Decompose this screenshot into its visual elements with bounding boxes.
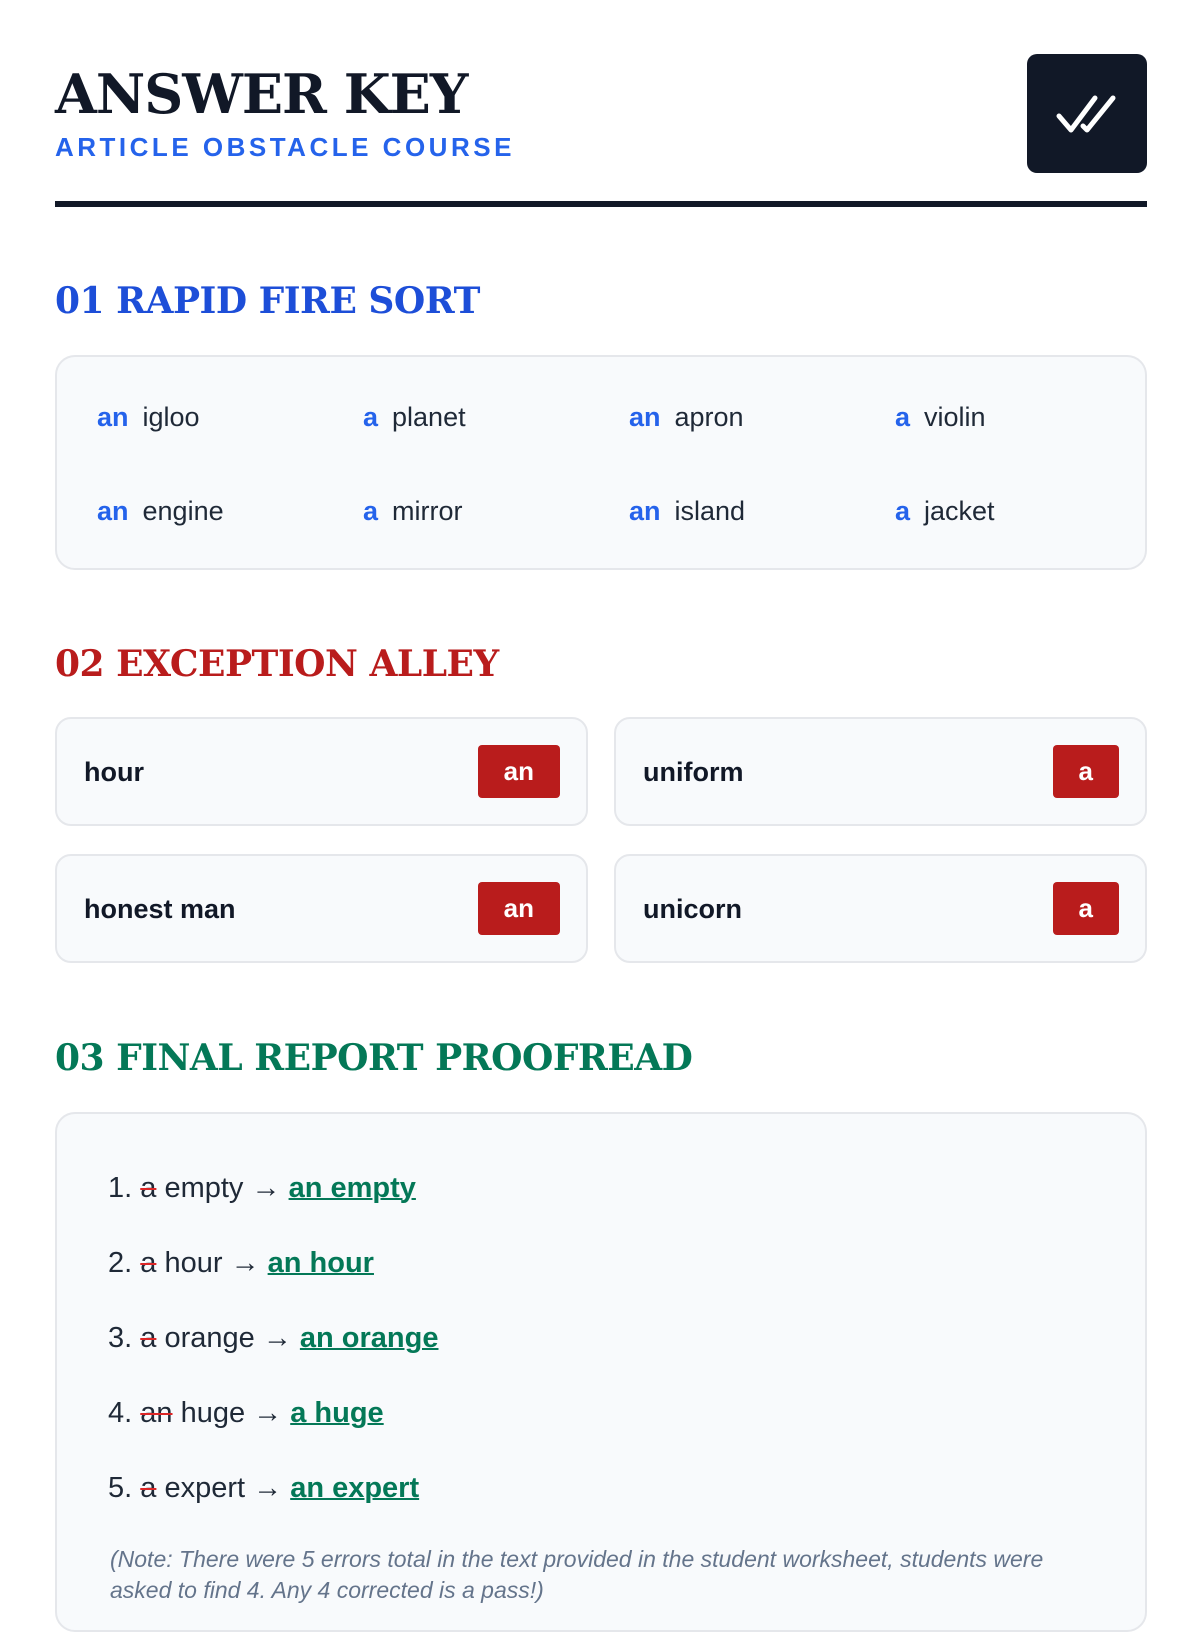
item-word: huge: [180, 1397, 246, 1429]
sort-item: an island: [629, 496, 745, 527]
article: a: [363, 402, 379, 432]
noun: planet: [392, 402, 466, 432]
item-number: 1.: [108, 1172, 133, 1204]
wrong-article: a: [140, 1247, 157, 1279]
correction-item: 4. an huge → a huge: [108, 1397, 384, 1430]
corrected-phrase: an hour: [267, 1247, 374, 1279]
section-heading-rapid-fire: 01 RAPID FIRE SORT: [55, 280, 480, 322]
noun: violin: [924, 402, 986, 432]
correction-item: 2. a hour → an hour: [108, 1247, 374, 1280]
double-check-icon: [1056, 95, 1116, 132]
item-word: expert: [164, 1472, 246, 1504]
proofread-panel: [55, 1112, 1147, 1632]
sort-item: an apron: [629, 402, 744, 433]
article: a: [895, 496, 911, 526]
rapid-fire-panel: an igloo a planet an apron a violin an engine a mir…: [55, 355, 1147, 570]
item-number: 3.: [108, 1322, 133, 1354]
corrected-phrase: an empty: [288, 1172, 416, 1204]
wrong-article: a: [140, 1172, 157, 1204]
correction-item: 5. a expert → an expert: [108, 1472, 419, 1505]
article: an: [97, 402, 129, 432]
article: an: [629, 496, 661, 526]
item-word: orange: [164, 1322, 255, 1354]
answer-key-badge: [1027, 54, 1147, 173]
sort-item: a mirror: [363, 496, 463, 527]
exception-card: hour an: [55, 717, 588, 826]
sort-item: a violin: [895, 402, 986, 433]
exception-word: unicorn: [643, 894, 742, 924]
item-number: 2.: [108, 1247, 133, 1279]
noun: engine: [142, 496, 224, 526]
noun: igloo: [142, 402, 200, 432]
article: a: [895, 402, 911, 432]
article: an: [97, 496, 129, 526]
wrong-article: a: [140, 1322, 157, 1354]
sort-item: a planet: [363, 402, 466, 433]
page-subtitle: ARTICLE OBSTACLE COURSE: [55, 132, 515, 162]
exception-word: honest man: [84, 894, 236, 924]
wrong-article: a: [140, 1472, 157, 1504]
noun: island: [674, 496, 746, 526]
header-divider: [55, 201, 1147, 207]
corrected-phrase: a huge: [290, 1397, 384, 1429]
exception-card: unicorn a: [614, 854, 1147, 963]
noun: apron: [674, 402, 744, 432]
article: a: [363, 496, 379, 526]
item-word: empty: [164, 1172, 244, 1204]
answer-badge: a: [1052, 745, 1119, 798]
item-number: 5.: [108, 1472, 133, 1504]
exception-word: hour: [84, 757, 144, 787]
item-number: 4.: [108, 1397, 133, 1429]
article: an: [629, 402, 661, 432]
arrow-icon: →: [253, 1472, 283, 1504]
wrong-article: an: [140, 1397, 173, 1429]
noun: jacket: [924, 496, 995, 526]
arrow-icon: →: [253, 1397, 283, 1429]
answer-badge: a: [1052, 882, 1119, 935]
noun: mirror: [392, 496, 463, 526]
arrow-icon: →: [230, 1247, 260, 1279]
corrected-phrase: an orange: [299, 1322, 439, 1354]
correction-item: 1. a empty → an empty: [108, 1172, 416, 1205]
exception-card: uniform a: [614, 717, 1147, 826]
corrected-phrase: an expert: [290, 1472, 420, 1504]
item-word: hour: [164, 1247, 223, 1279]
exception-word: uniform: [643, 757, 744, 787]
page-title: ANSWER KEY: [55, 62, 468, 126]
correction-item: 3. a orange → an orange: [108, 1322, 438, 1355]
arrow-icon: →: [251, 1172, 281, 1204]
proofread-note: (Note: There were 5 errors total in the …: [110, 1546, 1044, 1603]
sort-item: a jacket: [895, 496, 995, 527]
answer-badge: an: [477, 882, 560, 935]
section-heading-proofread: 03 FINAL REPORT PROOFREAD: [55, 1037, 693, 1079]
section-heading-exception-alley: 02 EXCEPTION ALLEY: [55, 643, 499, 685]
answer-badge: an: [477, 745, 560, 798]
sort-item: an igloo: [97, 402, 200, 433]
exception-card: honest man an: [55, 854, 588, 963]
sort-item: an engine: [97, 496, 224, 527]
arrow-icon: →: [262, 1322, 292, 1354]
